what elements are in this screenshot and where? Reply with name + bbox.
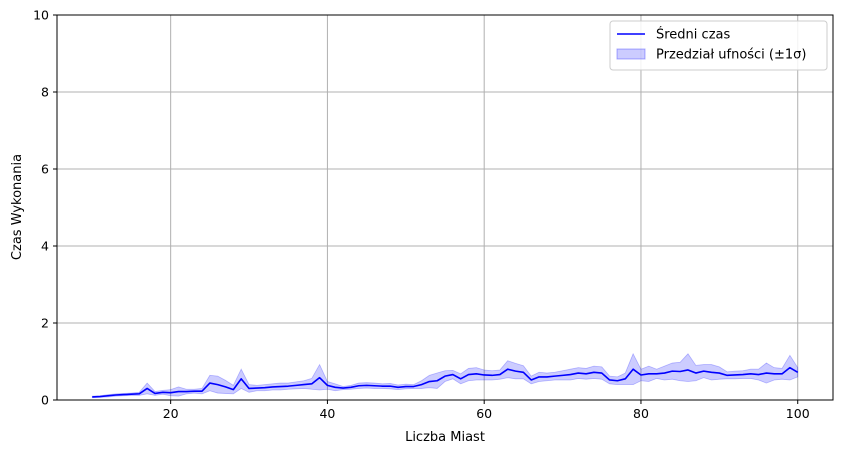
y-axis-label: Czas Wykonania [10,154,25,260]
y-tick-label-1: 2 [41,316,49,331]
y-axis-ticks: 0 2 4 6 8 10 [33,8,57,408]
x-tick-label-1: 40 [319,406,335,421]
legend-label-band: Przedział ufności (±1σ) [656,48,806,63]
legend-box [609,20,828,71]
legend: Średni czas Przedział ufności (±1σ) [609,20,828,71]
grid [57,14,833,401]
x-axis-ticks: 20 40 60 80 100 [163,400,810,421]
x-tick-label-2: 60 [476,406,492,421]
x-axis-label: Liczba Miast [405,430,485,445]
y-tick-label-5: 10 [33,8,49,23]
x-tick-label-0: 20 [163,406,179,421]
mean-time-line [92,366,799,398]
x-tick-label-4: 100 [786,406,810,421]
legend-label-mean: Średni czas [656,27,730,43]
y-tick-label-0: 0 [41,393,49,408]
legend-band-swatch [616,48,646,60]
plot-frame [56,14,834,401]
y-tick-label-3: 6 [41,162,49,177]
y-tick-label-4: 8 [41,85,49,100]
y-tick-label-2: 4 [41,239,49,254]
mean-line [92,366,799,398]
x-tick-label-3: 80 [633,406,649,421]
